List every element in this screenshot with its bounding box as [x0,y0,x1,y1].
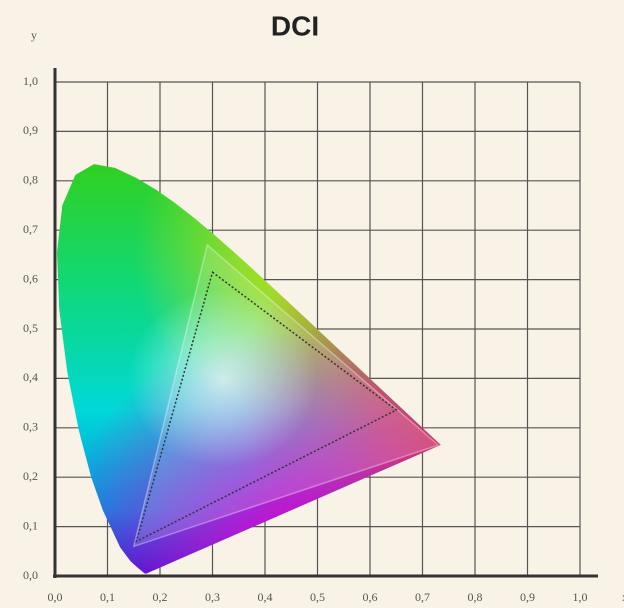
y-tick-label: 0,3 [23,420,38,434]
y-tick-label: 0,0 [23,568,38,582]
x-tick-label: 0,3 [205,590,220,604]
y-tick-label: 0,6 [23,271,38,285]
y-tick-label: 0,9 [23,123,38,137]
y-tick-label: 0,5 [23,321,38,335]
x-tick-label: 0,4 [258,590,273,604]
y-tick-label: 1,0 [23,74,38,88]
x-tick-label: 0,2 [153,590,168,604]
y-tick-label: 0,7 [23,222,38,236]
x-tick-label: 0,5 [310,590,325,604]
x-tick-label: 0,7 [415,590,430,604]
y-tick-label: 0,2 [23,469,38,483]
page: {"chart_data":{"type":"chromaticity","ti… [0,0,624,608]
x-tick-label: 0,6 [363,590,378,604]
y-tick-label: 0,4 [23,370,38,384]
y-axis-label: y [31,28,37,42]
x-tick-label: 0,9 [520,590,535,604]
y-tick-label: 0,1 [23,518,38,532]
chart-title: DCI [271,10,319,41]
x-tick-label: 0,8 [468,590,483,604]
x-tick-label: 1,0 [573,590,588,604]
x-tick-label: 0,1 [100,590,115,604]
y-tick-label: 0,8 [23,173,38,187]
chart: DCI y x 0,00,10,20,30,40,50,60,70,80,91,… [0,0,624,608]
x-tick-label: 0,0 [48,590,63,604]
